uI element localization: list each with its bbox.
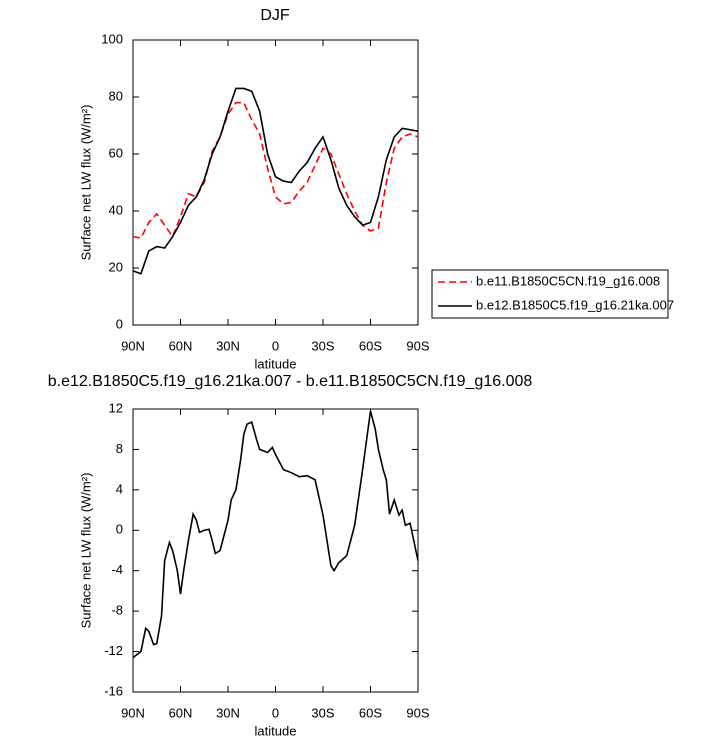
x-tick-label: 60N [169, 705, 193, 720]
x-axis-label: latitude [255, 356, 297, 371]
y-tick-label: -8 [111, 603, 123, 618]
chart-title: DJF [260, 7, 290, 24]
x-tick-label: 0 [272, 338, 279, 353]
x-tick-label: 90S [406, 338, 429, 353]
y-tick-label: 4 [116, 481, 123, 496]
y-tick-label: 20 [109, 259, 123, 274]
y-tick-label: 80 [109, 88, 123, 103]
y-tick-label: 0 [116, 522, 123, 537]
data-line [132, 410, 419, 659]
legend-label: b.e12.B1850C5.f19_g16.21ka.007 [476, 297, 674, 312]
y-tick-label: 8 [116, 441, 123, 456]
x-tick-label: 60S [359, 705, 382, 720]
y-axis-label: Surface net LW flux (W/m²) [78, 105, 93, 261]
y-tick-label: -16 [104, 683, 123, 698]
y-tick-label: 12 [109, 400, 123, 415]
x-tick-label: 30N [216, 338, 240, 353]
y-tick-label: 40 [109, 202, 123, 217]
x-tick-label: 60S [359, 338, 382, 353]
legend-box [431, 269, 669, 319]
x-tick-label: 30N [216, 705, 240, 720]
x-tick-label: 30S [311, 705, 334, 720]
x-tick-label: 60N [169, 338, 193, 353]
x-axis-label: latitude [255, 723, 297, 738]
data-line [132, 87, 419, 275]
x-tick-label: 30S [311, 338, 334, 353]
chart-title: b.e12.B1850C5.f19_g16.21ka.007 - b.e11.B… [48, 373, 533, 390]
y-tick-label: -4 [111, 562, 123, 577]
x-tick-label: 90N [121, 338, 145, 353]
y-axis-label: Surface net LW flux (W/m²) [78, 473, 93, 629]
plot-frame [132, 408, 419, 693]
plot-frame [132, 39, 419, 326]
y-tick-label: 100 [101, 31, 123, 46]
legend-label: b.e11.B1850C5CN.f19_g16.008 [476, 273, 660, 288]
x-tick-label: 90S [406, 705, 429, 720]
y-tick-label: 0 [116, 316, 123, 331]
x-tick-label: 90N [121, 705, 145, 720]
y-tick-label: -12 [104, 643, 123, 658]
data-line [132, 101, 419, 239]
y-tick-label: 60 [109, 145, 123, 160]
x-tick-label: 0 [272, 705, 279, 720]
